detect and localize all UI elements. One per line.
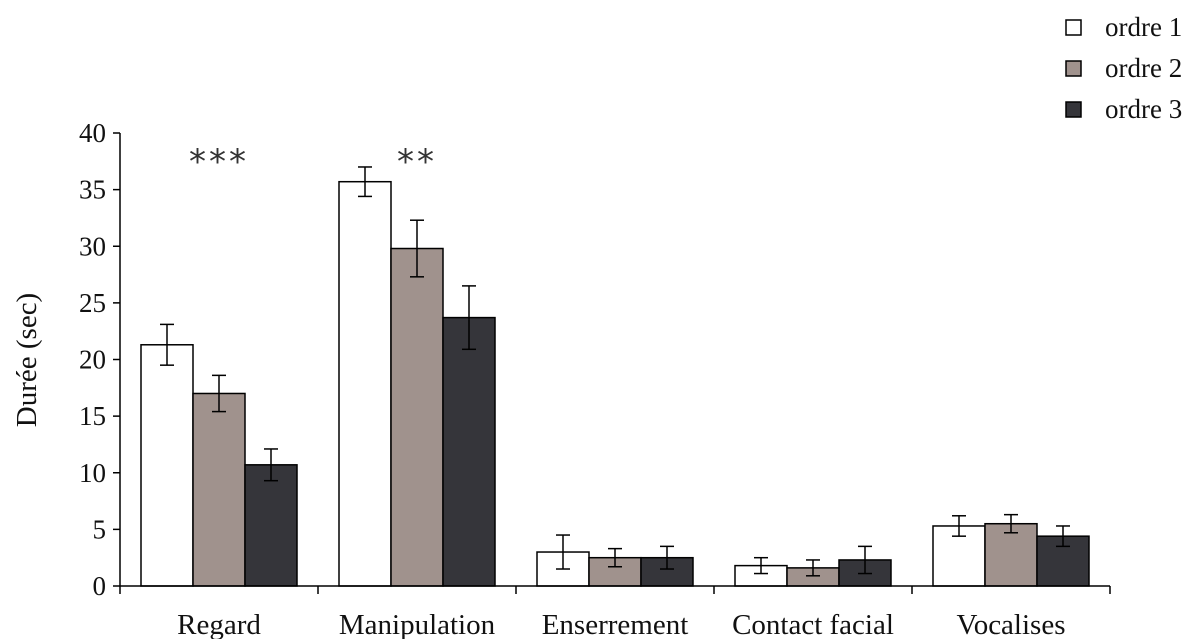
bar xyxy=(244,464,298,587)
y-tick-label: 35 xyxy=(79,175,106,205)
bar xyxy=(442,316,496,587)
error-bar xyxy=(462,285,476,351)
y-tick-label: 10 xyxy=(79,458,106,488)
y-tick-label: 15 xyxy=(79,401,106,431)
y-tick-label: 0 xyxy=(93,571,107,601)
error-bar xyxy=(952,515,966,537)
category-label: Vocalises xyxy=(956,609,1065,639)
legend-swatch xyxy=(1065,101,1082,118)
error-bar xyxy=(264,448,278,482)
bar xyxy=(984,522,1038,587)
category-label: Regard xyxy=(177,609,261,639)
error-bar xyxy=(410,219,424,278)
legend-swatch xyxy=(1065,60,1082,77)
error-bar xyxy=(358,166,372,198)
error-bar xyxy=(858,545,872,575)
error-bars-layer xyxy=(160,166,1070,577)
category-label: Enserrement xyxy=(542,609,689,639)
y-tick-label: 25 xyxy=(79,288,106,318)
bar xyxy=(140,344,194,587)
error-bar xyxy=(160,323,174,366)
y-tick-label: 30 xyxy=(79,231,106,261)
category-label: Manipulation xyxy=(339,609,496,639)
y-tick-label: 40 xyxy=(79,118,106,148)
error-bar xyxy=(556,534,570,570)
error-bar xyxy=(660,545,674,570)
legend-label: ordre 1 xyxy=(1105,12,1182,42)
significance-marker: *** xyxy=(189,142,249,182)
bars-layer xyxy=(140,180,1090,587)
legend-swatch xyxy=(1065,19,1082,36)
error-bar xyxy=(1056,525,1070,548)
significance-annotations: *** ** xyxy=(189,142,437,182)
error-bar xyxy=(608,547,622,568)
error-bar xyxy=(1004,513,1018,534)
legend-label: ordre 3 xyxy=(1105,94,1182,124)
x-ticks: Regard Manipulation Enserrement Contact fac… xyxy=(119,586,1111,639)
error-bar xyxy=(806,559,820,577)
error-bar xyxy=(212,374,226,413)
legend-label: ordre 2 xyxy=(1105,53,1182,83)
y-tick-label: 20 xyxy=(79,345,106,375)
legend: ordre 1 ordre 2 ordre 3 xyxy=(1065,12,1182,124)
significance-marker: ** xyxy=(397,142,437,182)
error-bar xyxy=(754,556,768,575)
category-label: Contact facial xyxy=(732,609,894,639)
bar xyxy=(390,247,444,587)
y-tick-label: 5 xyxy=(93,514,107,544)
bar xyxy=(338,180,392,587)
bar xyxy=(192,392,246,587)
y-ticks: 0 5 10 15 20 25 30 35 40 xyxy=(79,118,120,601)
y-axis-label: Durée (sec) xyxy=(11,293,43,427)
